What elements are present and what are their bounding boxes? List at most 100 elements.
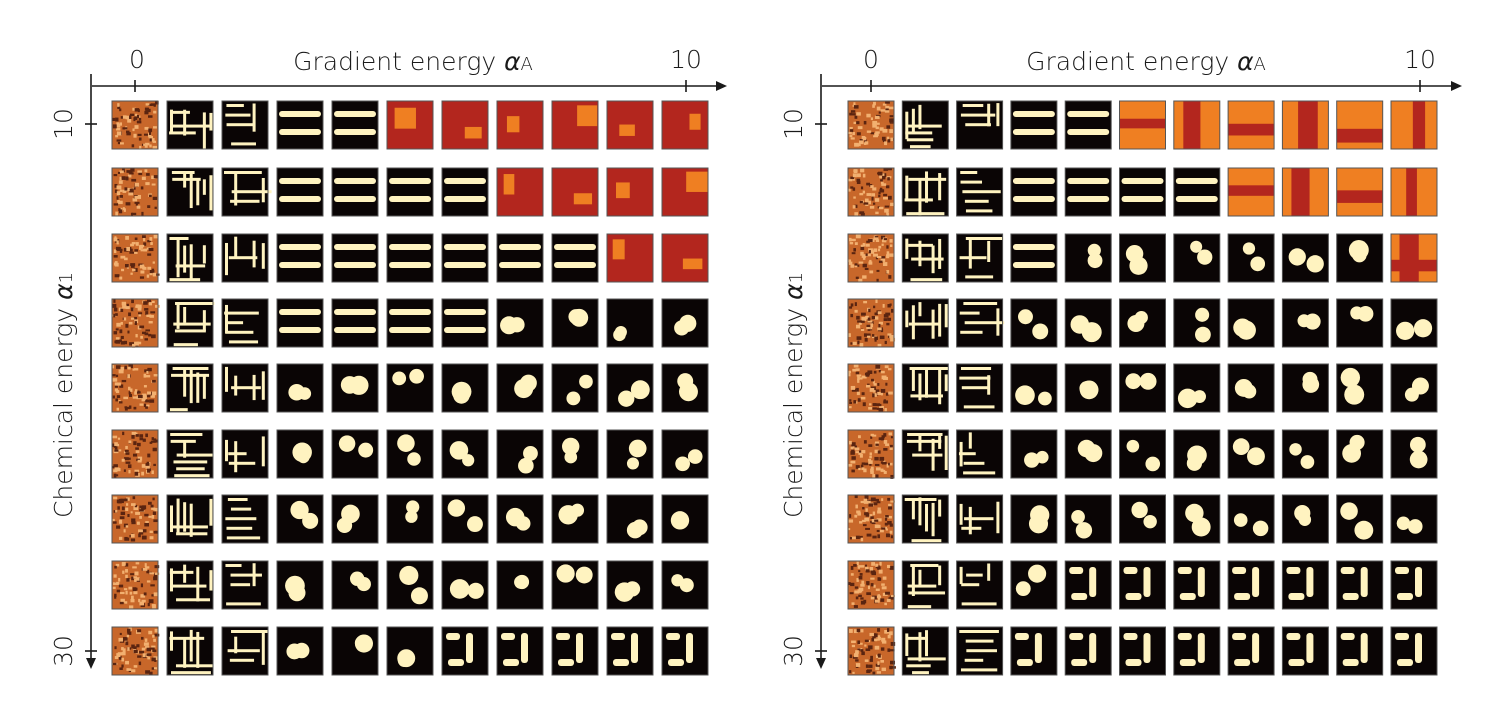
y-axis-title: Chemical energy α1 xyxy=(779,272,808,518)
pattern-tile xyxy=(1119,167,1166,217)
pattern-tile xyxy=(606,560,654,610)
pattern-tile xyxy=(221,494,269,544)
pattern-tile xyxy=(496,233,544,283)
pattern-tile xyxy=(1336,298,1384,348)
x-tick-label-end: 10 xyxy=(670,45,702,74)
pattern-tile xyxy=(331,363,379,413)
pattern-tile xyxy=(111,626,160,676)
pattern-tile xyxy=(166,494,214,544)
pattern-tile xyxy=(276,100,324,150)
pattern-tile xyxy=(1227,494,1275,544)
pattern-tile xyxy=(956,298,1005,348)
pattern-tile xyxy=(386,167,434,217)
pattern-tile xyxy=(606,363,654,413)
pattern-tile xyxy=(661,233,709,283)
pattern-tile xyxy=(1010,100,1058,150)
x-axis-title: Gradient energy αA xyxy=(293,47,533,76)
pattern-tile xyxy=(331,167,379,217)
pattern-tile xyxy=(1227,363,1275,413)
pattern-tile xyxy=(386,429,434,479)
pattern-tile xyxy=(606,100,654,150)
pattern-tile xyxy=(386,233,434,283)
pattern-tile xyxy=(1173,167,1221,217)
pattern-tile xyxy=(166,167,214,217)
pattern-tile xyxy=(956,560,1004,610)
pattern-tile xyxy=(386,363,434,413)
pattern-tile xyxy=(331,560,379,610)
pattern-tile xyxy=(1336,429,1384,479)
pattern-tile xyxy=(111,100,159,150)
pattern-tile xyxy=(1227,298,1275,348)
pattern-tile xyxy=(847,626,896,676)
pattern-tile xyxy=(386,298,434,348)
pattern-tile xyxy=(551,560,599,610)
pattern-tile xyxy=(441,100,489,150)
pattern-tile xyxy=(1281,560,1329,610)
pattern-tile xyxy=(1336,363,1384,413)
left-panel: 0 10 Gradient energy αA 10 30 Chemical e… xyxy=(49,45,727,676)
right-figure: 0 10 Gradient energy αA 10 30 Chemical e… xyxy=(779,45,1462,676)
pattern-tile xyxy=(901,363,949,413)
pattern-tile xyxy=(1010,233,1058,283)
pattern-tile xyxy=(1390,233,1438,283)
pattern-tile xyxy=(956,429,1004,479)
pattern-tile xyxy=(956,363,1004,413)
pattern-tile xyxy=(276,298,324,348)
pattern-grid xyxy=(847,100,1438,676)
pattern-tile xyxy=(661,167,709,217)
pattern-tile xyxy=(1390,100,1438,150)
pattern-tile xyxy=(551,626,599,676)
pattern-tile xyxy=(111,363,159,413)
pattern-tile xyxy=(1281,233,1329,283)
pattern-tile xyxy=(606,298,654,348)
pattern-tile xyxy=(1119,560,1166,610)
x-axis-arrow-icon xyxy=(716,81,727,91)
pattern-tile xyxy=(1119,626,1166,676)
pattern-tile xyxy=(276,167,324,217)
pattern-tile xyxy=(221,363,269,413)
pattern-tile xyxy=(1010,429,1058,479)
pattern-tile xyxy=(441,494,489,544)
pattern-tile xyxy=(276,363,324,413)
pattern-tile xyxy=(1119,494,1166,544)
pattern-tile xyxy=(166,626,214,676)
pattern-tile xyxy=(901,560,949,610)
left-figure: 0 10 Gradient energy αA 10 30 Chemical e… xyxy=(49,45,727,676)
pattern-tile xyxy=(111,298,160,348)
pattern-tile xyxy=(1227,560,1275,610)
pattern-tile xyxy=(901,167,949,217)
pattern-tile xyxy=(847,298,896,348)
pattern-tile xyxy=(496,494,544,544)
pattern-tile xyxy=(847,167,895,217)
pattern-tile xyxy=(386,494,434,544)
pattern-tile xyxy=(1336,560,1384,610)
pattern-tile xyxy=(386,100,434,150)
pattern-tile xyxy=(551,429,599,479)
pattern-tile xyxy=(496,100,544,150)
pattern-tile xyxy=(956,494,1004,544)
pattern-tile xyxy=(1064,298,1112,348)
pattern-grid xyxy=(111,100,709,676)
x-tick-label-start: 0 xyxy=(863,45,879,74)
pattern-tile xyxy=(221,626,269,676)
pattern-tile xyxy=(166,233,214,283)
pattern-tile xyxy=(441,560,489,610)
x-tick-label-end: 10 xyxy=(1404,45,1436,74)
pattern-tile xyxy=(496,560,544,610)
pattern-tile xyxy=(901,233,949,283)
right-panel: 0 10 Gradient energy αA 10 30 Chemical e… xyxy=(730,0,1480,725)
pattern-tile xyxy=(1281,298,1329,348)
pattern-tile xyxy=(221,298,269,348)
pattern-tile xyxy=(956,100,1004,150)
pattern-tile xyxy=(1064,429,1112,479)
pattern-tile xyxy=(441,363,489,413)
pattern-tile xyxy=(1336,494,1384,544)
pattern-tile xyxy=(496,298,544,348)
pattern-tile xyxy=(551,233,599,283)
pattern-tile xyxy=(331,494,379,544)
pattern-tile xyxy=(1119,429,1166,479)
pattern-tile xyxy=(661,626,709,676)
pattern-tile xyxy=(276,626,324,676)
pattern-tile xyxy=(276,494,324,544)
pattern-tile xyxy=(661,429,709,479)
